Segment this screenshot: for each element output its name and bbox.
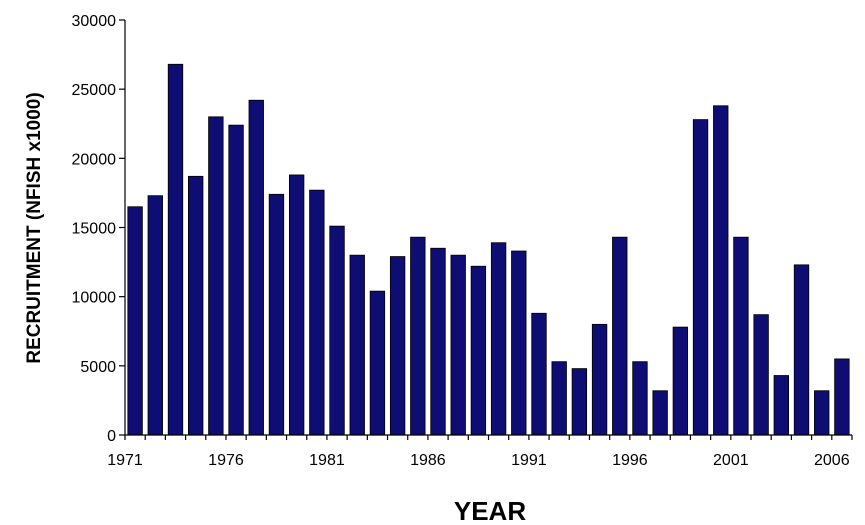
y-tick-label: 25000	[72, 82, 117, 99]
bar-1999	[692, 119, 709, 436]
bar-group	[127, 63, 850, 436]
bar-1976	[228, 124, 244, 436]
bar-2000	[713, 105, 729, 436]
bar-1987	[450, 254, 466, 436]
bar-1975	[208, 116, 224, 436]
x-axis-title: YEAR	[454, 496, 526, 525]
bar-1996	[632, 361, 648, 436]
bar-1985	[410, 236, 426, 436]
y-tick-label: 30000	[72, 13, 117, 30]
bar-1974	[188, 175, 204, 436]
x-tick-label: 2006	[814, 452, 850, 469]
x-tick-label: 1976	[208, 452, 244, 469]
y-axis-title: RECRUITMENT (NFISH x1000)	[24, 92, 45, 363]
bar-1981	[329, 225, 345, 436]
y-tick-label: 10000	[72, 290, 117, 307]
x-tick-label: 1981	[309, 452, 345, 469]
x-tick-label: 1996	[612, 452, 648, 469]
bar-1973	[167, 63, 184, 436]
bar-2001	[733, 236, 749, 436]
y-axis: 0 5000 10000 15000 20000 25000 30000	[72, 13, 126, 445]
bar-1998	[672, 326, 689, 436]
y-tick-label: 15000	[72, 221, 117, 238]
bar-1994	[591, 323, 608, 436]
x-tick-label: 1991	[511, 452, 547, 469]
bar-1989	[490, 242, 507, 436]
bar-1993	[571, 368, 588, 436]
bar-2006	[834, 358, 850, 436]
bar-1971	[127, 206, 143, 436]
bar-1991	[531, 312, 547, 436]
bar-1983	[369, 290, 386, 436]
bar-1979	[288, 174, 305, 436]
bar-1992	[551, 361, 567, 436]
y-tick-label: 0	[107, 428, 116, 445]
bar-1995	[612, 236, 628, 436]
bar-1986	[430, 247, 446, 436]
x-axis: 1971 1976 1981 1986 1991 1996 2001 2006	[107, 434, 853, 469]
y-tick-label: 20000	[72, 151, 117, 168]
bar-1972	[147, 195, 163, 436]
bar-2004	[793, 264, 810, 436]
bar-1978	[268, 193, 285, 436]
bar-2005	[814, 390, 830, 436]
x-tick-label: 1971	[107, 452, 143, 469]
bar-1980	[309, 189, 325, 436]
x-tick-label: 1986	[410, 452, 446, 469]
x-tick-label: 2001	[713, 452, 749, 469]
bar-1997	[652, 390, 668, 436]
bar-2003	[773, 375, 789, 436]
bar-1988	[470, 265, 487, 436]
bar-1982	[349, 254, 365, 436]
y-tick-label: 5000	[80, 359, 116, 376]
bar-2002	[753, 314, 769, 436]
bar-1990	[511, 250, 527, 436]
bar-1977	[248, 99, 264, 436]
bar-1984	[389, 256, 406, 436]
